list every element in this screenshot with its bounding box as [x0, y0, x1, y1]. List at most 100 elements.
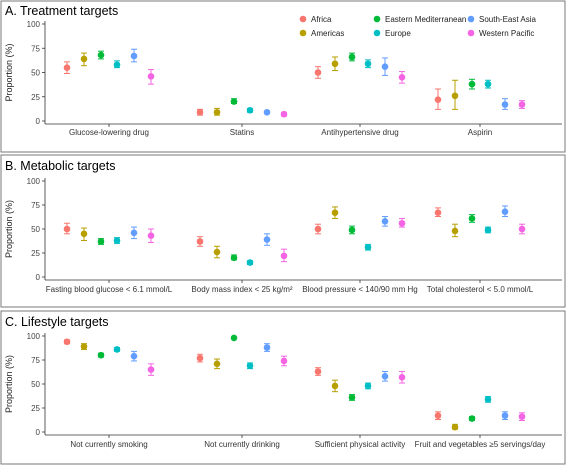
legend-swatch	[299, 29, 307, 37]
data-point	[314, 69, 322, 76]
data-point	[63, 338, 71, 346]
data-point-group	[80, 227, 88, 242]
data-point-group	[381, 216, 389, 227]
data-point-group	[348, 225, 356, 235]
y-tick-label: 75	[31, 356, 40, 365]
data-point-group	[484, 79, 492, 89]
data-point	[451, 423, 459, 431]
data-point	[348, 394, 356, 401]
x-category-label: Body mass index < 25 kg/m²	[191, 285, 292, 294]
data-point	[381, 373, 389, 380]
data-point-group	[348, 52, 356, 62]
data-point-group	[398, 217, 406, 228]
data-point-group	[280, 110, 288, 118]
data-point-group	[213, 107, 221, 116]
data-point	[518, 101, 526, 108]
data-point-group	[331, 206, 339, 219]
x-category-label: Not currently smoking	[70, 440, 147, 449]
data-point	[434, 412, 442, 419]
y-tick-label: 50	[31, 69, 40, 78]
data-point	[468, 80, 476, 88]
data-point	[518, 225, 526, 233]
data-point	[80, 230, 88, 238]
data-point	[97, 51, 105, 59]
data-point-group	[196, 108, 204, 116]
y-tick-label: 100	[27, 20, 41, 29]
y-tick-label: 75	[31, 44, 40, 53]
data-point-group	[364, 382, 372, 390]
panel-frame	[0, 0, 566, 153]
panel-frame	[0, 154, 566, 308]
data-point	[147, 73, 155, 80]
data-point	[263, 108, 271, 116]
data-point-group	[331, 56, 339, 72]
data-point	[113, 346, 121, 353]
data-point	[434, 209, 442, 216]
data-point-group	[213, 245, 221, 259]
y-tick-label: 100	[27, 332, 41, 341]
data-point	[130, 229, 138, 237]
data-point-group	[501, 411, 509, 421]
y-tick-label: 25	[31, 404, 40, 413]
data-point-group	[280, 355, 288, 367]
data-point	[213, 248, 221, 256]
data-point	[63, 64, 71, 71]
data-point-group	[434, 411, 442, 421]
data-point	[196, 108, 204, 116]
legend-swatch	[467, 29, 475, 37]
data-point-group	[348, 394, 356, 401]
data-point	[348, 53, 356, 61]
data-point-group	[280, 248, 288, 263]
y-tick-label: 100	[27, 177, 41, 186]
x-category-label: Glucose-lowering drug	[69, 128, 149, 137]
data-point-group	[246, 259, 254, 266]
data-point	[364, 243, 372, 251]
data-point	[230, 334, 238, 342]
legend-swatch	[373, 29, 381, 37]
data-point-group	[130, 226, 138, 240]
data-point	[80, 55, 88, 63]
y-tick-label: 50	[31, 225, 40, 234]
data-point	[398, 219, 406, 227]
data-point	[213, 108, 221, 116]
panel-0: A. Treatment targets 0 25 50 75 100 Proportion…	[0, 0, 566, 153]
data-point	[434, 96, 442, 103]
data-point	[263, 344, 271, 351]
y-tick-label: 0	[36, 273, 41, 282]
data-point	[280, 110, 288, 118]
data-point	[113, 61, 121, 69]
data-point-group	[331, 379, 339, 393]
data-point-group	[213, 358, 221, 370]
data-point	[147, 366, 155, 373]
data-point	[451, 227, 459, 235]
x-category-label: Fruit and vegetables ≥5 servings/day	[415, 440, 546, 449]
data-point	[196, 354, 204, 362]
data-point-group	[484, 226, 492, 234]
data-point	[230, 254, 238, 262]
data-point-group	[381, 371, 389, 382]
y-tick-label: 0	[36, 428, 41, 437]
data-point	[246, 362, 254, 370]
x-category-label: Aspirin	[468, 128, 492, 137]
data-point	[246, 259, 254, 266]
x-category-label: Sufficient physical activity	[315, 440, 406, 449]
data-point-group	[97, 351, 105, 359]
x-category-label: Total cholesterol < 5.0 mmol/L	[427, 285, 534, 294]
y-axis-label: Proportion (%)	[4, 43, 14, 101]
data-point	[484, 396, 492, 403]
data-point	[381, 218, 389, 225]
data-point	[364, 382, 372, 390]
data-point	[230, 98, 238, 105]
data-point	[63, 225, 71, 233]
legend: Africa Americas Eastern Mediterranean Europ…	[299, 15, 536, 38]
legend-label: Europe	[385, 29, 411, 38]
data-point	[501, 208, 509, 216]
legend-label: South-East Asia	[479, 15, 536, 24]
data-point	[130, 352, 138, 360]
data-point	[381, 63, 389, 70]
data-point-group	[468, 415, 476, 422]
data-point	[314, 368, 322, 375]
data-point-group	[434, 207, 442, 218]
y-tick-label: 25	[31, 249, 40, 258]
data-point	[501, 101, 509, 108]
